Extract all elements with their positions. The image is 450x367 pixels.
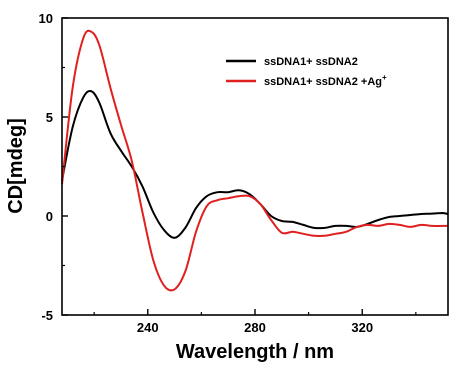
- y-axis: -5 0 5 10: [39, 11, 68, 323]
- x-tick-label: 320: [351, 320, 373, 335]
- plot-lines: [61, 29, 449, 292]
- legend-label-series-2: ssDNA1+ ssDNA2 +Ag+: [264, 73, 387, 88]
- x-axis: 240 280 320: [93, 309, 417, 335]
- plot-frame: [61, 17, 449, 316]
- y-tick-label: 5: [46, 110, 53, 125]
- x-axis-title: Wavelength / nm: [176, 341, 334, 363]
- legend-label-series-2-text: ssDNA1+ ssDNA2 +Ag: [264, 76, 382, 88]
- legend-label-series-2-superscript: +: [382, 73, 387, 82]
- y-tick-label: -5: [41, 308, 53, 323]
- legend: ssDNA1+ ssDNA2 ssDNA1+ ssDNA2 +Ag+: [226, 56, 387, 88]
- series-line-1: [61, 89, 449, 239]
- y-tick-label: 0: [46, 209, 53, 224]
- y-tick-label: 10: [39, 11, 53, 26]
- legend-label-series-1: ssDNA1+ ssDNA2: [264, 56, 358, 68]
- y-axis-title: CD[mdeg]: [5, 118, 27, 214]
- series-line-2: [61, 29, 449, 292]
- x-tick-label: 280: [244, 320, 266, 335]
- x-tick-label: 240: [137, 320, 159, 335]
